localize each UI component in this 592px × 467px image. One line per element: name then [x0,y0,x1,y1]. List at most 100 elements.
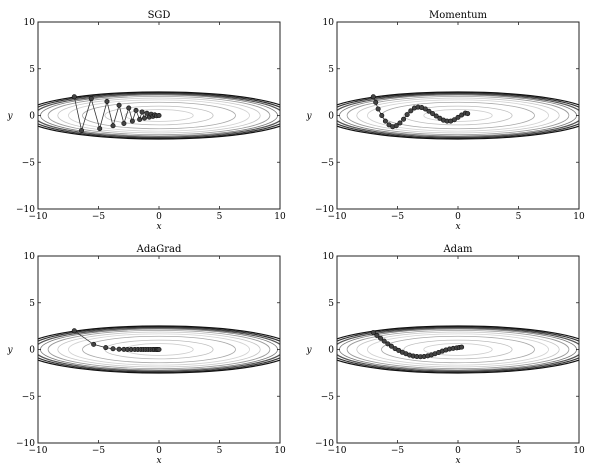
path-point [141,115,147,121]
path-point [370,94,376,100]
contour-line [38,92,280,139]
contour-line [367,99,549,132]
x-tick-label: −5 [92,212,106,222]
contour-line [337,92,579,139]
path-point [137,116,143,122]
x-tick-label: −10 [328,446,347,456]
path-point [110,346,116,352]
path-point [116,102,122,108]
path-point [97,126,103,132]
y-tick-label: 10 [24,18,36,28]
subplot-momentum: −10−10 −5 −5 0 0 5 5 10 10 Momentum x y [305,10,585,232]
path-point [156,113,162,119]
path-point [79,127,85,133]
path-point [426,108,432,114]
contour-line [337,327,579,372]
path-point [370,330,376,336]
x-tick-label: 10 [573,212,585,222]
x-axis-label: x [455,222,460,232]
y-tick-label: 5 [29,65,35,75]
path-point [397,120,403,126]
path-point [91,341,97,347]
path-point [378,335,384,341]
path-point [385,341,391,347]
path-point [374,332,380,338]
contour-line [403,339,513,360]
path-point [375,106,381,112]
path-point [71,94,77,100]
x-tick-label: 0 [156,212,162,222]
y-tick-label: 0 [328,112,334,122]
y-axis-label: y [6,112,13,122]
contour-line [47,95,271,136]
contour-line [38,91,280,140]
chart-title-sgd: SGD [148,10,171,21]
path-point [422,106,428,112]
y-tick-label: −5 [321,392,335,402]
path-point [404,112,410,118]
y-tick-label: −5 [22,392,36,402]
y-tick-label: 0 [29,346,35,356]
x-axis-label: x [156,456,161,466]
contour-line [57,331,261,368]
path-point [465,111,471,117]
path-point [129,118,135,124]
path-point [408,108,414,114]
x-tick-label: 10 [274,212,286,222]
contour-line [423,343,493,356]
path-point [401,116,407,122]
path-point [88,96,94,102]
x-tick-label: 10 [274,446,286,456]
contour-line [356,331,560,368]
path-point [455,114,461,120]
contour-line [68,333,250,366]
chart-title-momentum: Momentum [429,10,488,21]
x-tick-label: −10 [29,446,48,456]
y-tick-label: −10 [16,205,35,215]
y-tick-label: 10 [24,252,36,262]
y-tick-label: 10 [323,252,335,262]
contour-line [346,329,570,370]
contour-line [337,325,579,374]
path-point [373,99,379,105]
y-tick-label: 5 [328,299,334,309]
y-tick-label: 10 [323,18,335,28]
x-tick-label: 5 [516,446,522,456]
path-point [103,345,109,351]
x-tick-label: 5 [516,212,522,222]
y-axis-label: y [305,112,312,122]
y-tick-label: −10 [315,205,334,215]
contour-line [346,95,570,136]
path-point [71,328,77,334]
subplot-adam: −10−10 −5 −5 0 0 5 5 10 10 Adam x y [305,244,585,466]
chart-title-adagrad: AdaGrad [136,244,182,255]
contour-line [367,333,549,366]
contour-line [38,327,280,372]
path-point [430,111,436,117]
path-point [121,120,127,126]
contour-line [356,97,560,134]
contour-line [423,109,493,122]
contour-line [57,97,261,134]
x-tick-label: 5 [217,446,223,456]
y-tick-label: −10 [16,439,35,449]
path-point [139,109,145,115]
x-tick-label: 0 [455,212,461,222]
contour-line [47,329,271,370]
contours-adagrad [38,325,280,374]
subplot-sgd: −10−10 −5 −5 0 0 5 5 10 10 SGD x y [6,10,286,232]
path-point [382,118,388,124]
path-point [133,107,139,113]
path-point [388,343,394,349]
contour-line [337,91,579,140]
contour-line [403,105,513,126]
x-tick-label: −5 [92,446,106,456]
x-tick-label: −10 [29,212,48,222]
path-point [381,338,387,344]
y-tick-label: 5 [29,299,35,309]
contour-line [38,325,280,374]
contour-line [68,99,250,132]
contour-line [38,93,280,138]
x-tick-label: −5 [391,212,405,222]
